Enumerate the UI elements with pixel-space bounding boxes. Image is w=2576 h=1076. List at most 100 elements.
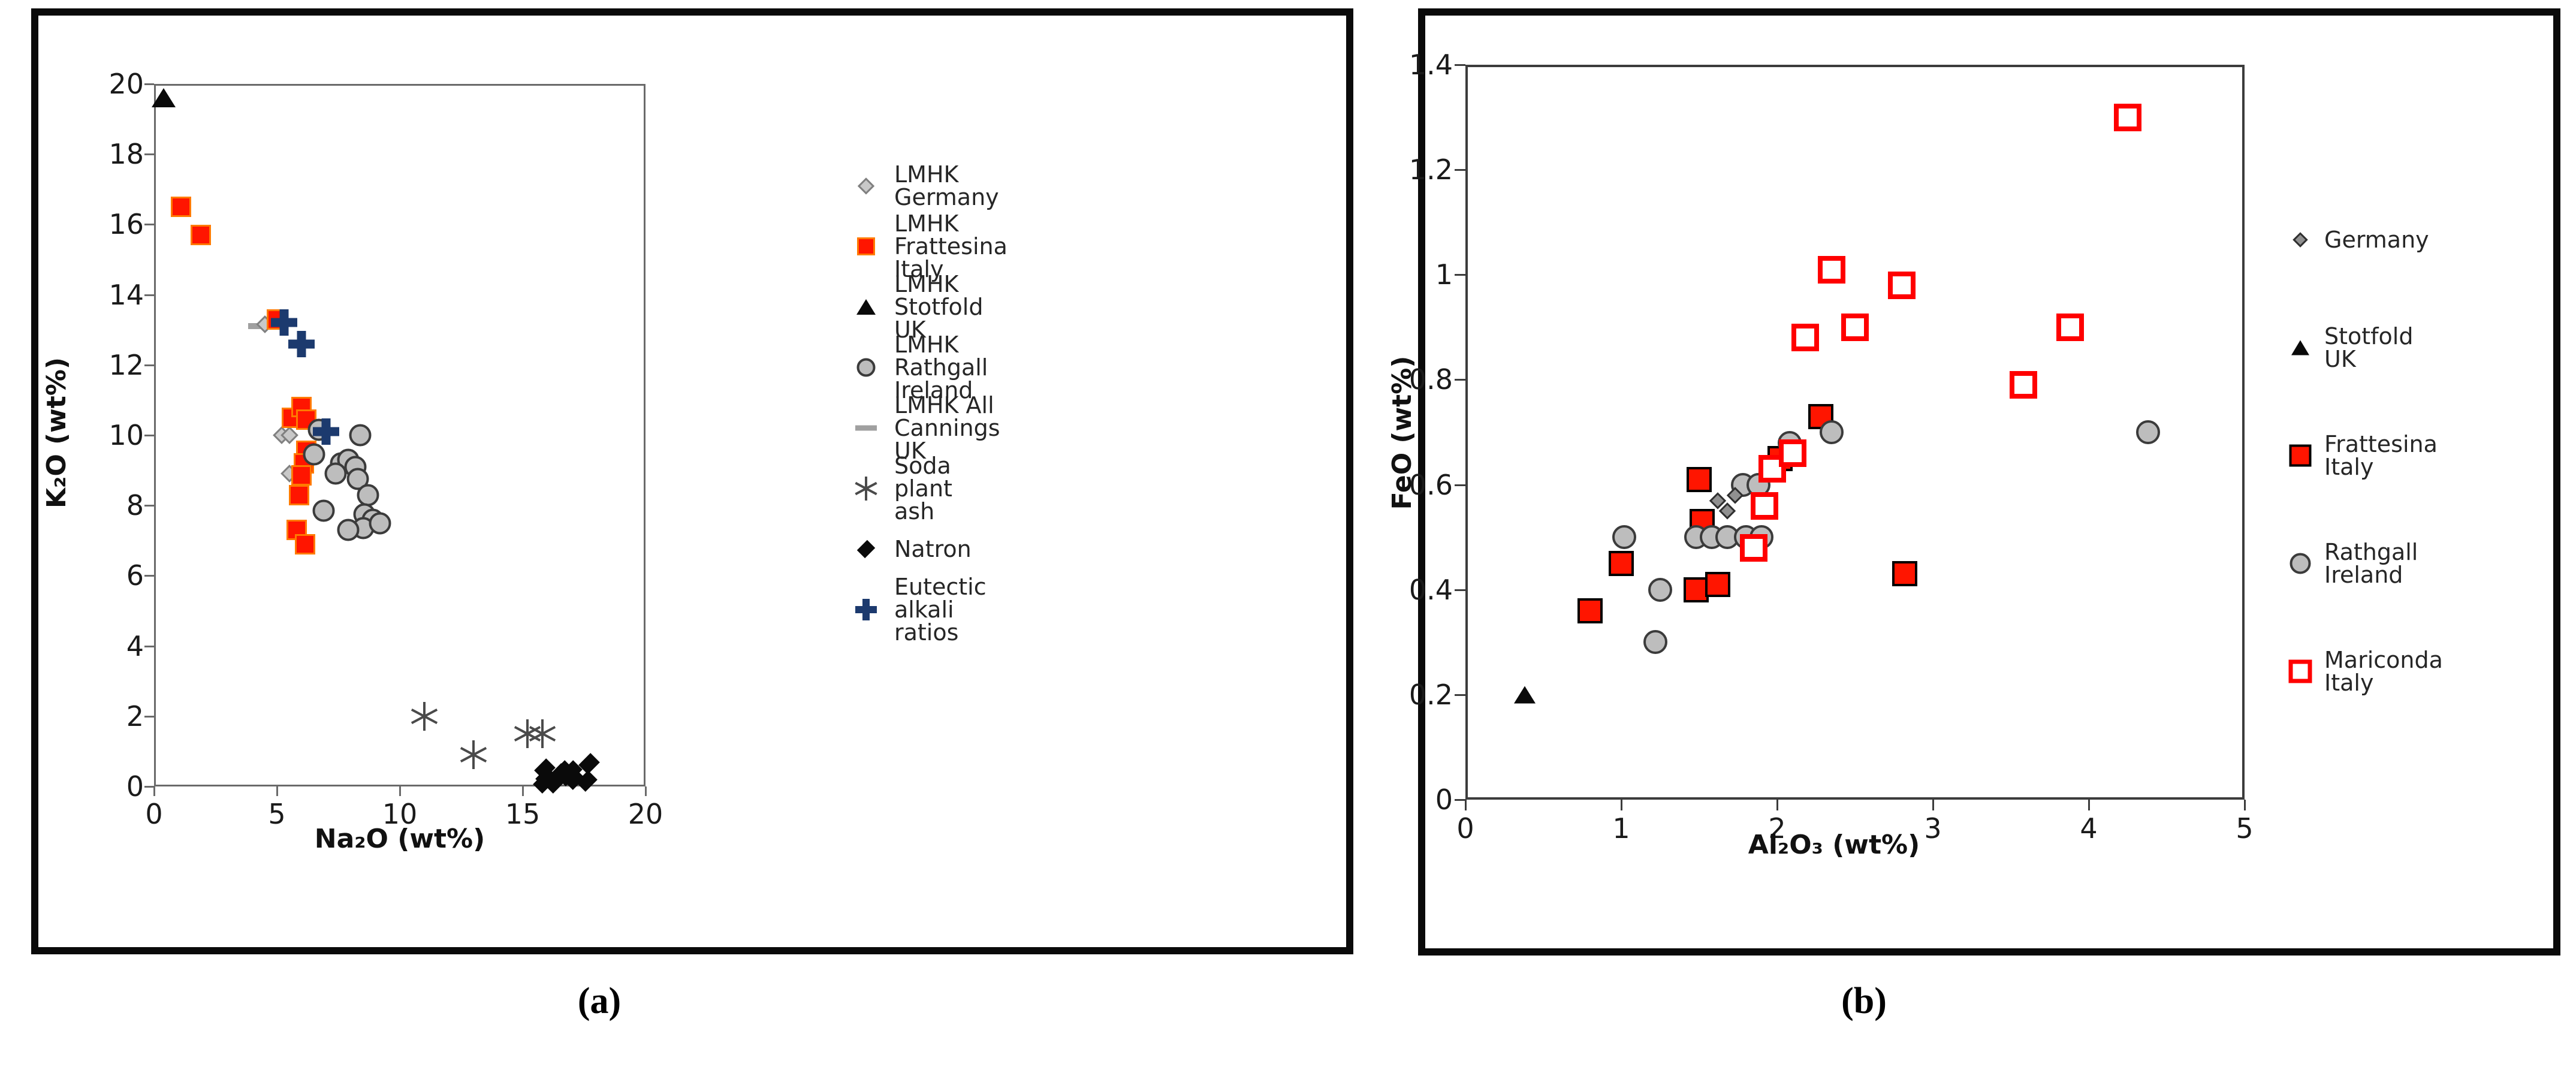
data-point xyxy=(324,462,347,485)
data-point xyxy=(152,88,176,108)
x-tick xyxy=(1621,800,1622,810)
data-point xyxy=(528,719,557,749)
y-tick xyxy=(1455,64,1465,66)
y-tick-label: 6 xyxy=(126,559,144,592)
data-point xyxy=(1609,550,1634,576)
x-tick-label: 2 xyxy=(1768,812,1786,845)
dash-icon xyxy=(855,425,877,431)
y-tick xyxy=(1455,799,1465,801)
x-tick xyxy=(1465,800,1467,810)
data-point xyxy=(1740,534,1767,562)
data-point xyxy=(349,424,372,447)
legend-label: Natron xyxy=(894,536,972,562)
y-tick-label: 1 xyxy=(1435,258,1453,291)
y-tick-label: 0.8 xyxy=(1408,363,1453,396)
y-tick-label: 0 xyxy=(126,770,144,803)
data-point xyxy=(295,534,316,554)
data-point xyxy=(369,512,391,534)
y-tick xyxy=(1455,169,1465,171)
x-tick-label: 5 xyxy=(2236,812,2254,845)
data-point xyxy=(1687,466,1712,492)
y-tick-label: 16 xyxy=(108,208,144,241)
legend-label: LMHK Rathgall Ireland xyxy=(894,331,988,403)
data-point xyxy=(1888,271,1916,299)
plot-b-y-axis-title: FeO (wt%) xyxy=(1387,355,1417,510)
square-icon xyxy=(857,237,875,255)
y-tick-label: 0.6 xyxy=(1408,468,1453,501)
triangle-icon xyxy=(2291,340,2309,355)
data-point xyxy=(288,330,315,357)
legend-label: Soda plant ash xyxy=(894,453,952,525)
y-tick xyxy=(144,294,154,296)
data-point xyxy=(2056,313,2084,341)
legend-label: LMHK Stotfold UK xyxy=(894,271,984,343)
caption-a: (a) xyxy=(577,981,622,1021)
legend-label: Mariconda Italy xyxy=(2324,647,2443,696)
data-point xyxy=(1643,630,1668,655)
x-tick xyxy=(1932,800,1934,810)
x-tick xyxy=(2088,800,2090,810)
data-point xyxy=(357,484,379,507)
plot-frame xyxy=(154,84,645,786)
data-point xyxy=(171,197,192,218)
y-tick xyxy=(1455,274,1465,276)
plot-a-y-axis-title: K₂O (wt%) xyxy=(41,357,72,509)
data-point xyxy=(1841,313,1869,341)
data-point xyxy=(1820,420,1844,444)
circle-icon xyxy=(856,358,876,377)
data-point xyxy=(288,484,309,505)
y-tick xyxy=(1455,589,1465,591)
y-tick-label: 0 xyxy=(1435,783,1453,816)
legend-label: Eutectic alkali ratios xyxy=(894,574,987,646)
y-tick xyxy=(144,715,154,718)
data-point xyxy=(313,418,339,445)
data-point xyxy=(1791,324,1819,352)
open-square-icon xyxy=(2288,659,2312,683)
y-tick xyxy=(144,786,154,788)
y-tick-label: 14 xyxy=(108,278,144,311)
marker-stroke xyxy=(279,309,289,336)
y-tick xyxy=(144,224,154,226)
x-tick xyxy=(153,786,155,796)
legend-label: Stotfold UK xyxy=(2324,323,2414,372)
y-tick-label: 0.4 xyxy=(1408,573,1453,606)
y-tick-label: 4 xyxy=(126,629,144,662)
legend-item xyxy=(2264,534,2576,593)
data-point xyxy=(2135,420,2160,444)
y-tick xyxy=(1455,484,1465,486)
x-tick xyxy=(1776,800,1778,810)
x-tick-label: 5 xyxy=(268,798,286,830)
legend-label: LMHK Germany xyxy=(894,161,999,210)
y-tick xyxy=(144,575,154,577)
y-tick-label: 0.2 xyxy=(1408,678,1453,711)
y-tick xyxy=(144,435,154,436)
y-tick-label: 18 xyxy=(108,138,144,171)
data-point xyxy=(312,499,335,522)
data-point xyxy=(459,740,488,770)
data-point xyxy=(1751,492,1779,520)
x-tick-label: 3 xyxy=(1924,812,1942,845)
data-point xyxy=(2114,103,2141,131)
panel-a-box xyxy=(31,8,1353,954)
marker-stroke xyxy=(321,418,331,445)
y-tick xyxy=(144,645,154,647)
data-point xyxy=(271,309,298,336)
x-tick-label: 0 xyxy=(145,798,163,830)
x-tick-label: 1 xyxy=(1612,812,1630,845)
data-point xyxy=(1705,571,1731,597)
data-point xyxy=(513,719,542,749)
circle-icon xyxy=(2290,553,2311,574)
data-point xyxy=(291,465,312,486)
marker-stroke xyxy=(297,330,306,357)
legend-item xyxy=(2264,318,2576,378)
y-tick xyxy=(1455,694,1465,696)
y-tick-label: 20 xyxy=(108,68,144,100)
y-tick-label: 1.2 xyxy=(1408,153,1453,186)
y-tick-label: 2 xyxy=(126,700,144,733)
x-tick-label: 0 xyxy=(1456,812,1474,845)
triangle-icon xyxy=(856,299,876,315)
y-tick xyxy=(144,83,154,85)
y-tick-label: 10 xyxy=(108,419,144,451)
y-tick xyxy=(1455,379,1465,381)
y-tick-label: 12 xyxy=(108,348,144,381)
